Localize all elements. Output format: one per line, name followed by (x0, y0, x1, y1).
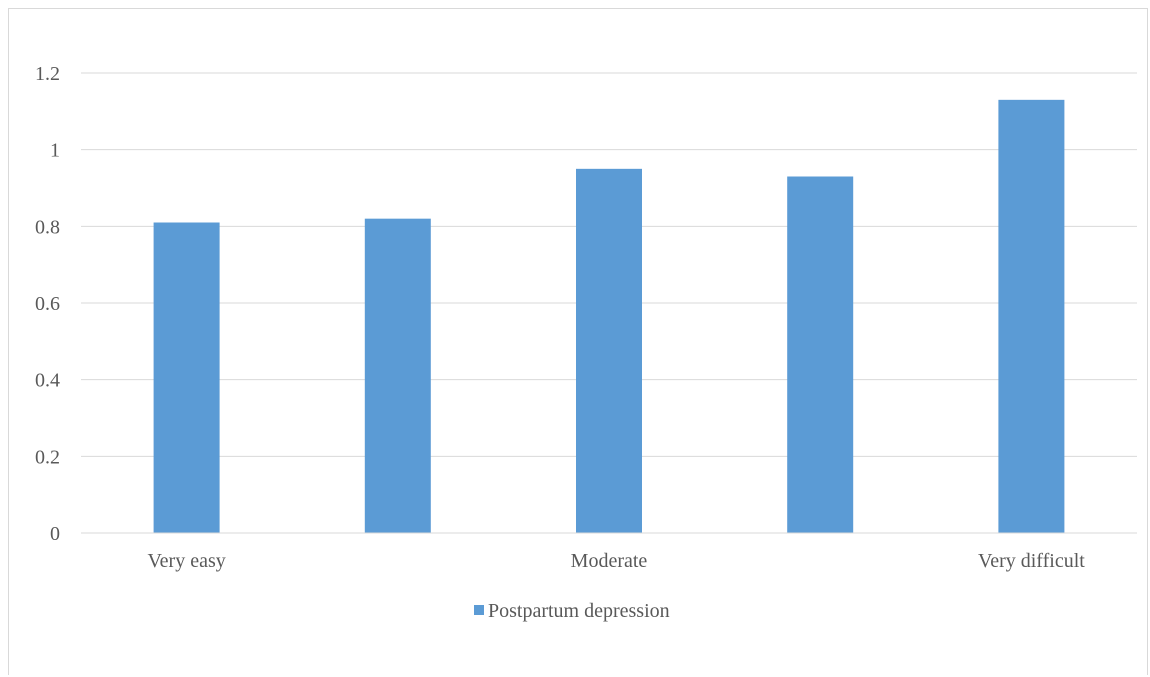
x-axis-tick-labels: Very easy Moderate Very difficult (147, 550, 1085, 572)
y-tick-label: 1.2 (35, 63, 60, 85)
y-tick-label: 0.6 (35, 293, 60, 315)
bar (576, 168, 642, 534)
x-tick-label: Very easy (147, 550, 225, 572)
bar (364, 218, 431, 533)
x-tick-label: Moderate (571, 550, 648, 572)
y-tick-label: 0.4 (35, 370, 60, 392)
y-tick-label: 0.2 (35, 446, 60, 468)
legend: Postpartum depression (474, 600, 670, 622)
bar (998, 99, 1065, 533)
y-tick-label: 0.8 (35, 216, 60, 238)
y-tick-label: 1 (50, 140, 60, 162)
y-tick-label: 0 (50, 523, 60, 545)
legend-label: Postpartum depression (488, 600, 670, 622)
bar (153, 222, 220, 533)
bars (153, 99, 1065, 534)
y-axis-tick-labels: 0 0.2 0.4 0.6 0.8 1 1.2 (35, 63, 60, 545)
x-tick-label: Very difficult (978, 550, 1085, 572)
bar (787, 176, 854, 533)
legend-swatch (474, 605, 484, 615)
